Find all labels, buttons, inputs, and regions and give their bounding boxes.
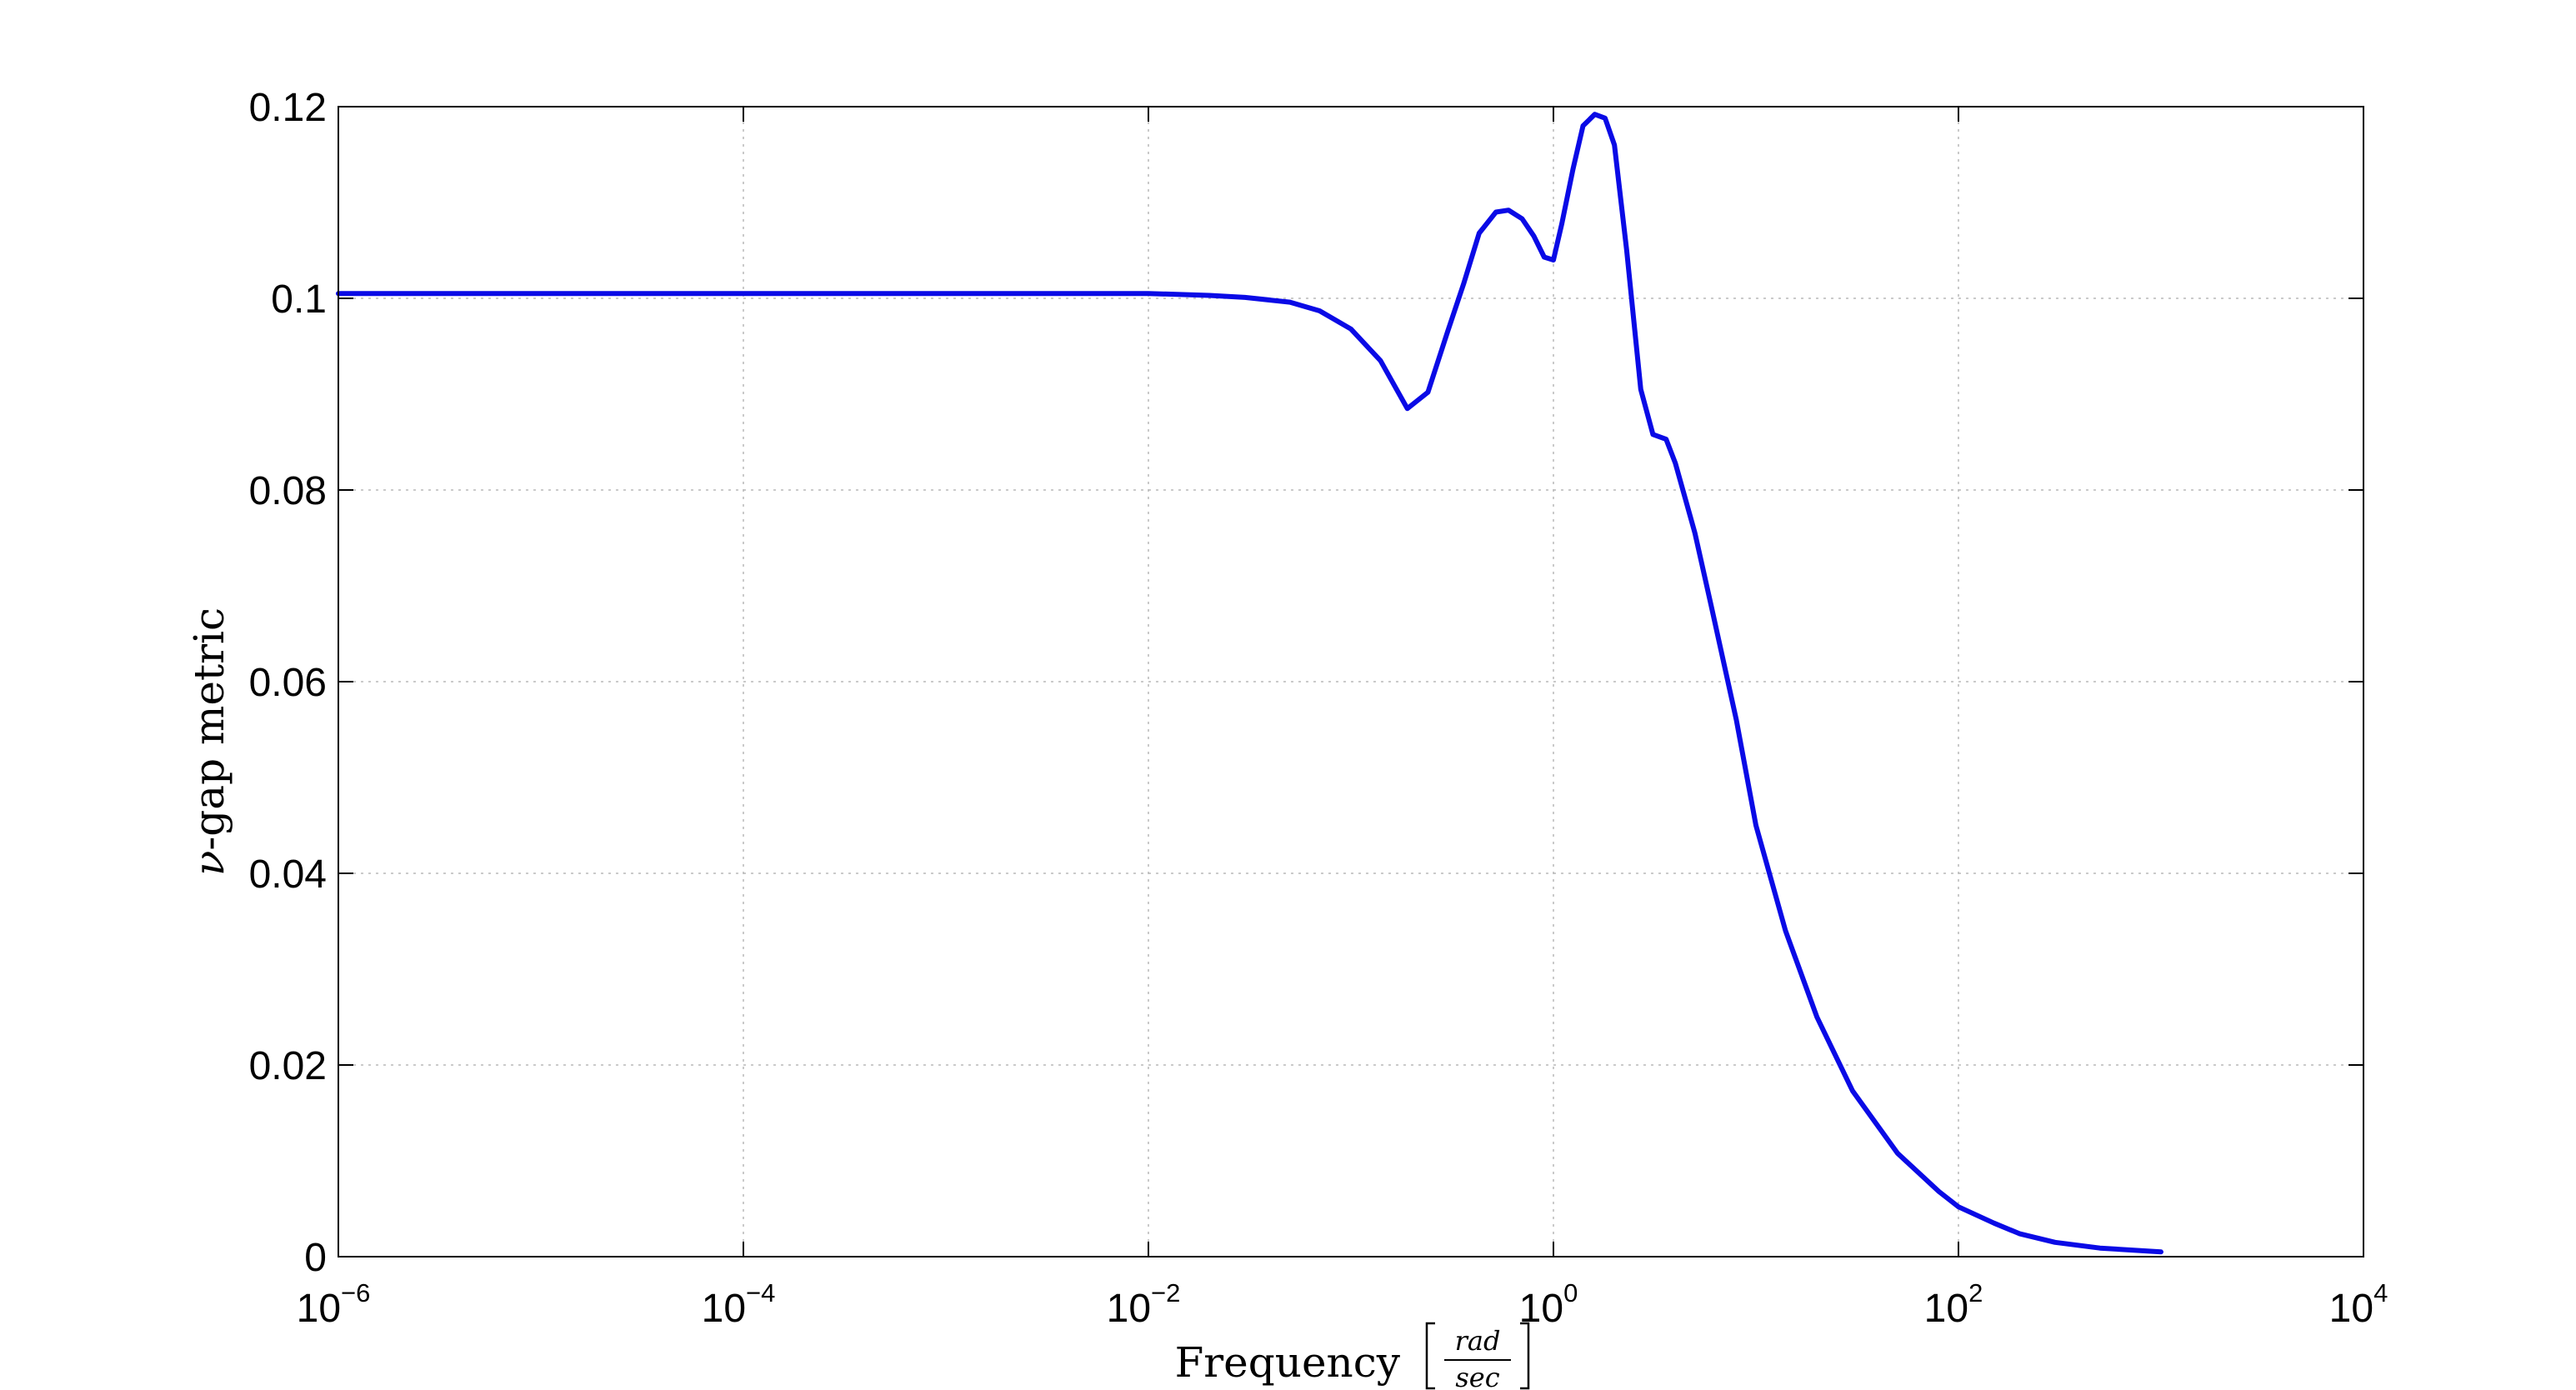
x-tick-label: 102 [1924, 1278, 1983, 1331]
x-tick-label: 10−2 [1107, 1278, 1181, 1331]
y-tick-label: 0.02 [249, 1044, 327, 1088]
x-axis-unit-bracket-left [1425, 1322, 1435, 1390]
y-axis-symbol: ν [185, 851, 233, 876]
x-axis-unit-numerator: rad [1455, 1325, 1501, 1357]
plot-area [336, 112, 2163, 1255]
y-tick-label: 0 [304, 1236, 327, 1280]
series-line [336, 112, 2163, 1255]
x-axis-label: Frequency [1175, 1338, 1401, 1387]
y-tick-label: 0.06 [249, 661, 327, 705]
x-tick-exponent: −6 [341, 1278, 370, 1308]
gridlines [338, 107, 2363, 1257]
y-tick-label: 0.04 [249, 852, 327, 897]
x-tick-base: 10 [2329, 1287, 2373, 1331]
x-tick-base: 10 [1924, 1287, 1968, 1331]
x-axis-unit-bracket-right [1520, 1322, 1530, 1390]
x-tick-base: 10 [297, 1287, 341, 1331]
x-tick-exponent: 4 [2373, 1278, 2388, 1308]
x-tick-label: 10−4 [702, 1278, 776, 1331]
x-tick-exponent: −4 [746, 1278, 775, 1308]
x-tick-base: 10 [1107, 1287, 1151, 1331]
x-tick-base: 10 [702, 1287, 746, 1331]
x-tick-exponent: 0 [1563, 1278, 1578, 1308]
y-tick-label: 0.12 [249, 86, 327, 130]
axis-ticks [338, 106, 2364, 1258]
x-tick-exponent: −2 [1151, 1278, 1180, 1308]
y-axis-text: -gap metric [185, 608, 233, 851]
y-tick-label: 0.1 [271, 278, 327, 322]
x-tick-label: 10−6 [297, 1278, 371, 1331]
x-axis-title: Frequency rad sec [1175, 1322, 1530, 1390]
x-axis-unit-denominator: sec [1455, 1362, 1499, 1390]
x-tick-label: 104 [2329, 1278, 2388, 1331]
x-tick-exponent: 2 [1968, 1278, 1983, 1308]
y-tick-label: 0.08 [249, 469, 327, 513]
tick-labels: 10−6 10−4 10−2 100 102 10400.020.040.060.080.… [249, 86, 2388, 1331]
y-axis-title: ν-gap metric [185, 608, 233, 876]
